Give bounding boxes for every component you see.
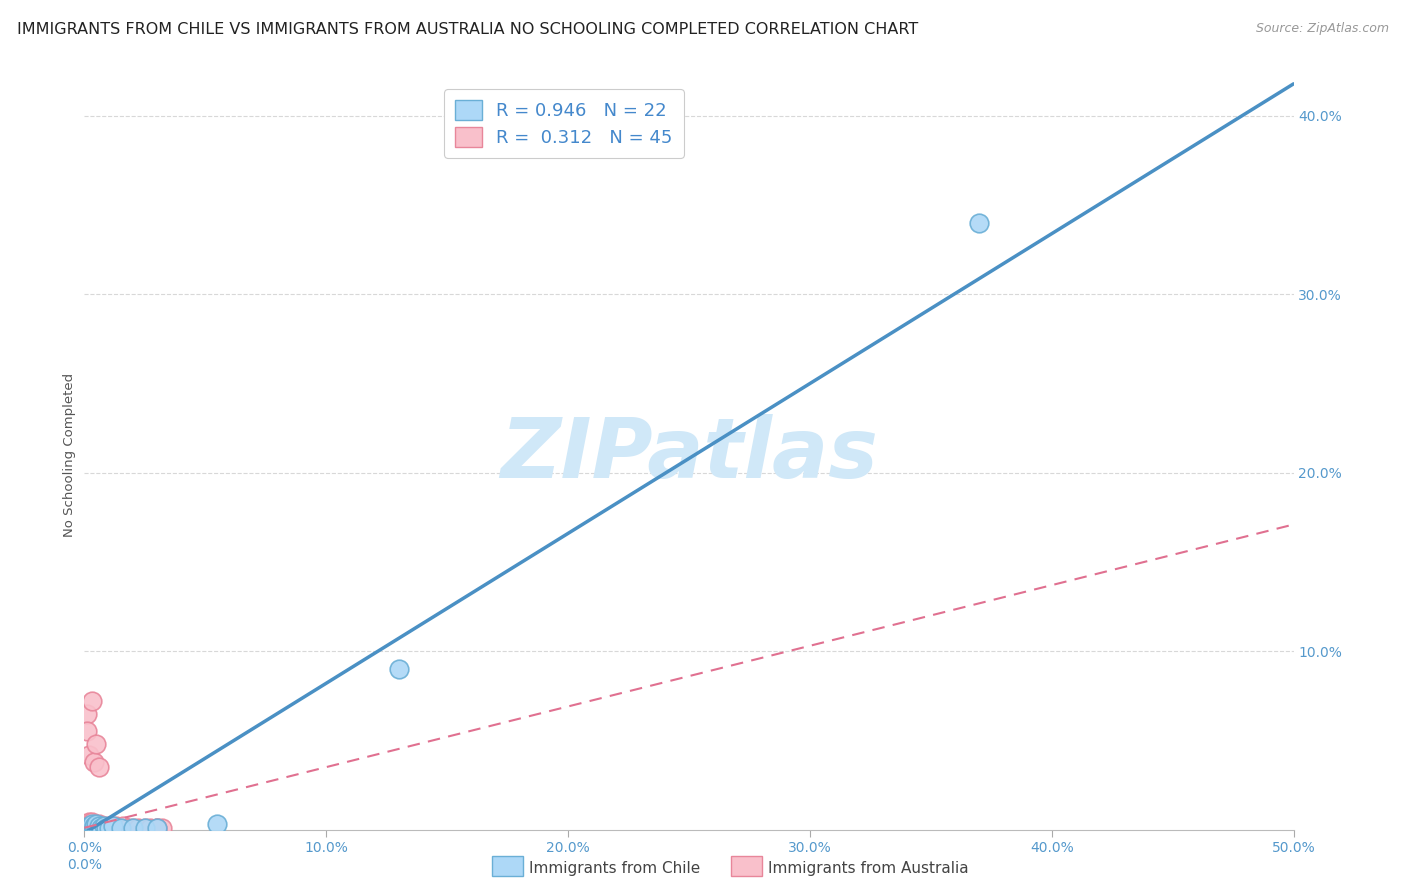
Point <box>100 819 122 833</box>
Point <box>150 821 173 835</box>
Point <box>77 819 100 833</box>
Point <box>83 817 105 831</box>
Point <box>207 817 229 831</box>
Text: ZIPatlas: ZIPatlas <box>501 415 877 495</box>
Point <box>76 724 98 739</box>
Point <box>86 821 108 835</box>
Point <box>77 821 100 835</box>
Point <box>112 819 135 833</box>
Text: Source: ZipAtlas.com: Source: ZipAtlas.com <box>1256 22 1389 36</box>
Point <box>87 821 110 835</box>
Point <box>97 821 120 835</box>
Point <box>76 817 98 831</box>
Point <box>86 737 108 751</box>
Point <box>134 821 156 835</box>
Point <box>77 817 100 831</box>
Text: Immigrants from Australia: Immigrants from Australia <box>768 862 969 876</box>
Point <box>76 821 98 835</box>
Point <box>97 821 120 835</box>
Point <box>87 760 110 774</box>
Point <box>76 819 98 833</box>
Point <box>83 755 105 769</box>
Point <box>76 706 98 721</box>
Point <box>80 819 103 833</box>
Point <box>77 815 100 830</box>
Point <box>388 662 411 676</box>
Point <box>117 821 139 835</box>
Point <box>76 817 98 831</box>
Point <box>83 819 105 833</box>
Text: Immigrants from Chile: Immigrants from Chile <box>529 862 700 876</box>
Point <box>110 821 132 835</box>
Point <box>80 815 103 830</box>
Point <box>83 821 105 835</box>
Point <box>86 819 108 833</box>
Point <box>80 817 103 831</box>
Text: IMMIGRANTS FROM CHILE VS IMMIGRANTS FROM AUSTRALIA NO SCHOOLING COMPLETED CORREL: IMMIGRANTS FROM CHILE VS IMMIGRANTS FROM… <box>17 22 918 37</box>
Point <box>121 821 143 835</box>
Point <box>967 216 990 230</box>
Point <box>86 821 108 835</box>
Point <box>93 821 115 835</box>
Point <box>93 819 115 833</box>
Point <box>76 821 98 835</box>
Point <box>110 821 132 835</box>
Point <box>80 821 103 835</box>
Point <box>80 817 103 831</box>
Point <box>90 819 112 833</box>
Point <box>90 821 112 835</box>
Point <box>94 821 117 835</box>
Point <box>90 821 112 835</box>
Point <box>77 819 100 833</box>
Point <box>103 819 125 833</box>
Point <box>83 821 105 835</box>
Point <box>87 819 110 833</box>
Point <box>134 821 156 835</box>
Point <box>127 821 149 835</box>
Point <box>146 821 169 835</box>
Point <box>87 817 110 831</box>
Point <box>121 821 143 835</box>
Point <box>80 694 103 708</box>
Point <box>146 821 169 835</box>
Point <box>77 747 100 762</box>
Point <box>77 821 100 835</box>
Point <box>94 819 117 833</box>
Point <box>103 821 125 835</box>
Point <box>86 817 108 831</box>
Point <box>138 821 160 835</box>
Y-axis label: No Schooling Completed: No Schooling Completed <box>63 373 76 537</box>
Point <box>76 821 98 835</box>
Point <box>146 821 169 835</box>
Point <box>80 821 103 835</box>
Point <box>104 819 127 833</box>
Point <box>76 819 98 833</box>
Text: 0.0%: 0.0% <box>67 858 101 872</box>
Legend: R = 0.946   N = 22, R =  0.312   N = 45: R = 0.946 N = 22, R = 0.312 N = 45 <box>444 89 683 158</box>
